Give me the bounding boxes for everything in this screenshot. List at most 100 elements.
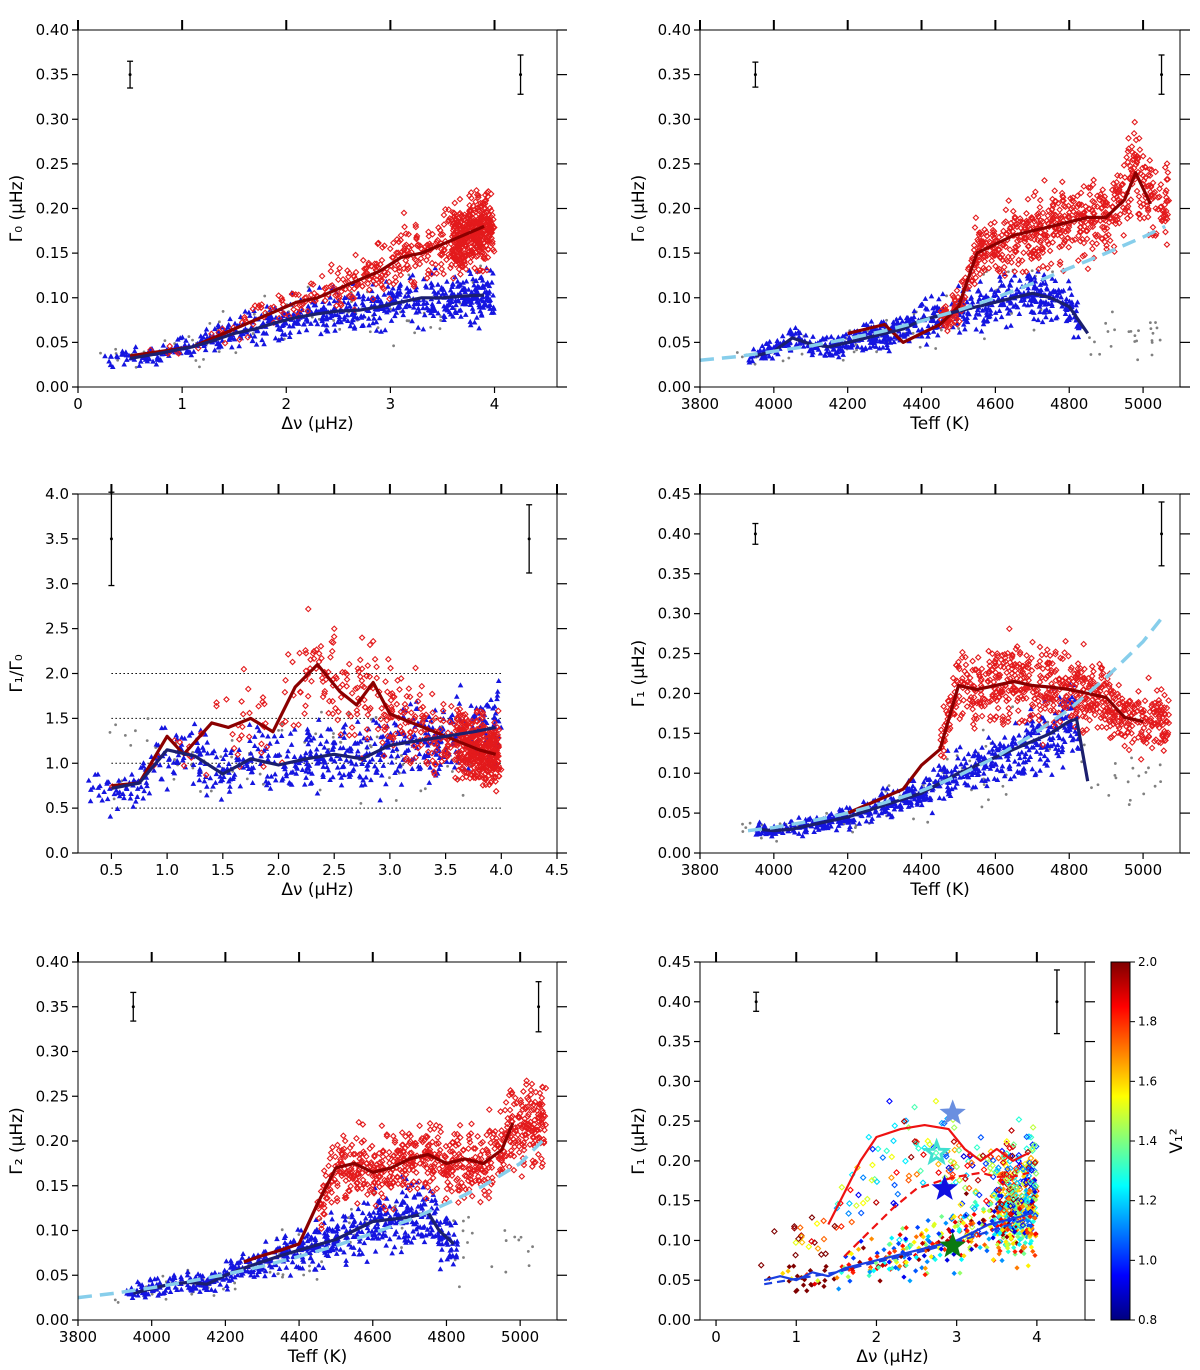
- data-point-unclassified: [887, 784, 891, 788]
- data-point-rgb: [468, 289, 475, 295]
- data-point-agb: [1089, 197, 1096, 205]
- data-point-agb: [474, 233, 482, 241]
- data-point-rgb: [465, 298, 472, 304]
- panel-p2: 3800 4000 4200 4400 4600 4800 50000.000.050.10…: [629, 20, 1190, 434]
- data-point-rgb: [138, 764, 144, 770]
- data-point-agb: [392, 278, 400, 285]
- data-point-rgb: [360, 293, 367, 299]
- data-point-agb: [1065, 214, 1073, 221]
- data-point-unclassified: [438, 327, 442, 331]
- data-point-agb: [1056, 214, 1064, 222]
- data-point-rgb: [326, 300, 333, 306]
- data-point-agb: [489, 773, 497, 781]
- data-point-agb: [420, 713, 428, 720]
- plot-frame: [699, 29, 1181, 388]
- data-point-agb: [1041, 231, 1049, 239]
- data-point-rgb: [997, 277, 1004, 283]
- data-point-rgb: [360, 302, 367, 308]
- data-point-agb: [988, 257, 996, 265]
- data-point-rgb: [279, 322, 285, 328]
- data-point-unclassified: [374, 716, 378, 719]
- data-point-agb: [1056, 258, 1064, 266]
- data-point-rgb: [490, 304, 497, 310]
- data-point-rgb: [364, 744, 370, 750]
- data-point-agb: [1011, 214, 1019, 222]
- data-point-rgb: [358, 313, 364, 319]
- data-point-agb: [440, 270, 447, 278]
- data-point-agb: [1070, 198, 1078, 205]
- data-point-agb: [1065, 223, 1073, 231]
- data-point-agb: [373, 663, 380, 671]
- data-point-rgb: [977, 292, 984, 298]
- data-point-unclassified: [413, 331, 417, 335]
- data-point-rgb: [1034, 285, 1040, 291]
- data-point-rgb: [1021, 765, 1027, 771]
- data-point-rgb: [980, 765, 987, 771]
- data-point-rgb: [162, 724, 168, 730]
- data-point-rgb: [287, 780, 294, 786]
- data-point-rgb: [951, 767, 958, 773]
- panel-p3: 0.5 1.0 1.5 2.0 2.5 3.0 3.5 4.0 4.50.00.51.01.52…: [7, 484, 569, 900]
- data-point-agb: [333, 302, 340, 310]
- data-point-agb: [455, 724, 463, 732]
- y-tick-label: 0.05: [36, 333, 69, 351]
- data-point-agb: [480, 775, 488, 783]
- data-point-agb: [461, 224, 469, 232]
- data-point-agb: [1024, 220, 1031, 227]
- data-point-rgb: [863, 818, 870, 824]
- data-point-agb: [1075, 232, 1082, 240]
- data-point-rgb: [1063, 296, 1070, 302]
- data-point-rgb: [449, 305, 456, 311]
- data-point-rgb: [489, 279, 495, 285]
- data-point-agb: [480, 240, 488, 247]
- data-point-rgb: [236, 343, 242, 349]
- data-point-rgb: [922, 791, 929, 797]
- data-point-agb: [490, 247, 498, 255]
- y-tick-label: 0.30: [658, 110, 691, 128]
- data-point-rgb: [196, 777, 203, 783]
- data-point-rgb: [769, 355, 776, 361]
- data-point-agb: [1051, 187, 1059, 195]
- data-point-agb: [439, 707, 447, 715]
- data-point-rgb: [173, 732, 180, 738]
- data-point-rgb: [429, 282, 436, 288]
- data-point-agb: [453, 256, 461, 264]
- data-point-rgb: [159, 776, 165, 782]
- data-point-rgb: [467, 302, 474, 308]
- data-point-agb: [997, 254, 1004, 262]
- data-point-agb: [433, 270, 441, 277]
- data-point-rgb: [466, 267, 473, 273]
- data-point-unclassified: [258, 772, 262, 776]
- data-point-rgb: [330, 774, 336, 780]
- data-point-rgb: [835, 334, 842, 340]
- data-point-rgb: [1036, 288, 1042, 294]
- data-point-rgb: [312, 302, 319, 308]
- data-point-rgb: [138, 358, 144, 364]
- data-point-agb: [1020, 249, 1027, 257]
- data-point-rgb: [961, 763, 968, 769]
- x-axis-label: Teff (K): [909, 414, 969, 434]
- data-point-rgb: [232, 320, 238, 326]
- data-point-rgb: [254, 327, 261, 333]
- panel-p4: 3800 4000 4200 4400 4600 4800 50000.000.050.10…: [629, 484, 1190, 900]
- data-point-agb: [446, 718, 453, 725]
- data-point-agb: [1142, 174, 1149, 181]
- data-point-unclassified: [1155, 326, 1159, 330]
- data-point-rgb: [278, 335, 285, 341]
- data-point-rgb: [1054, 750, 1060, 756]
- data-point-agb: [470, 215, 477, 223]
- data-point-rgb: [998, 314, 1005, 320]
- data-point-agb: [477, 734, 484, 742]
- data-point-unclassified: [134, 365, 138, 369]
- data-point-rgb: [215, 322, 222, 328]
- data-point-rgb: [120, 790, 126, 796]
- data-point-agb: [364, 711, 372, 719]
- data-point-rgb: [356, 294, 362, 300]
- x-tick-label: 0: [73, 395, 83, 413]
- data-point-agb: [987, 220, 995, 228]
- data-point-rgb: [331, 321, 338, 327]
- data-point-agb: [384, 269, 392, 277]
- data-point-agb: [1002, 206, 1010, 214]
- data-point-agb: [977, 240, 984, 248]
- data-point-agb: [1093, 203, 1101, 211]
